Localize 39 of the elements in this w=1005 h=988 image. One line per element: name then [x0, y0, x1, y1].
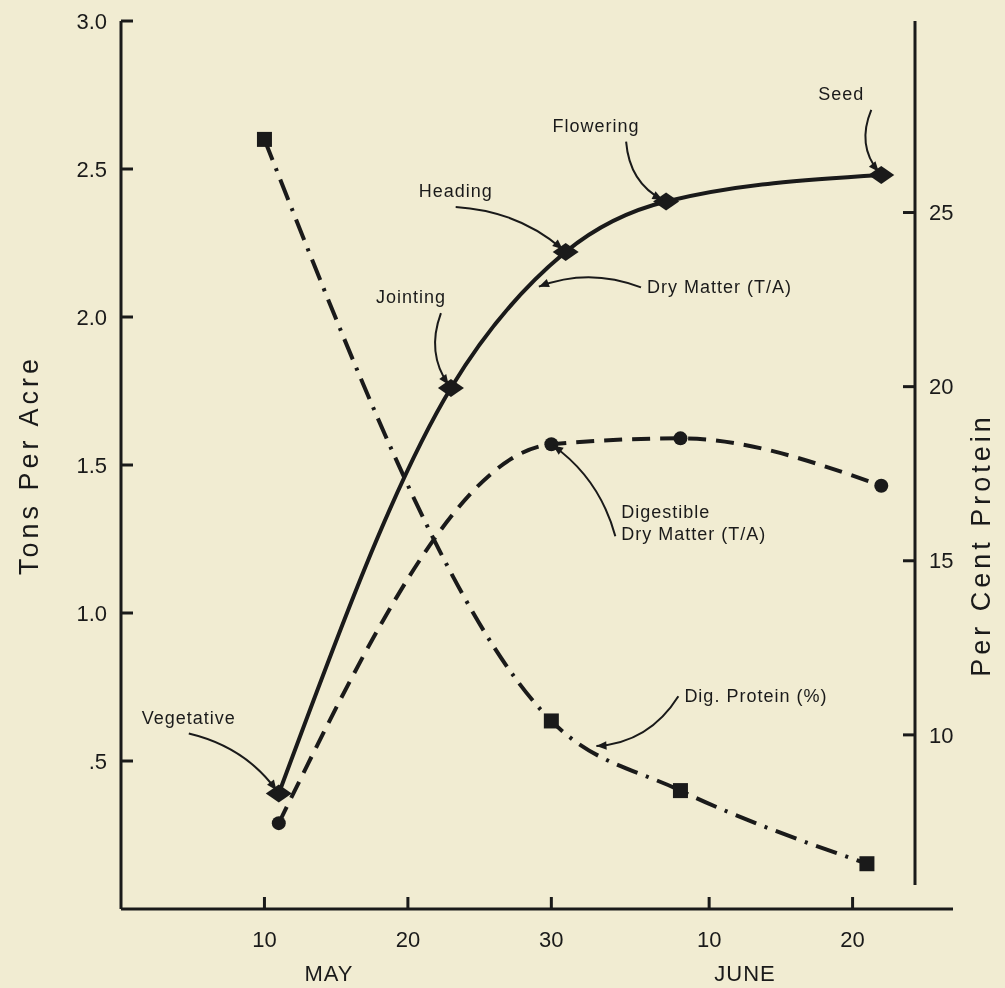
- y-tick-label: 2.0: [76, 304, 107, 330]
- point: [552, 242, 579, 261]
- point: [256, 131, 272, 147]
- y-axis-title: Tons Per Acre: [14, 354, 44, 576]
- y2-tick-label: 25: [929, 200, 954, 226]
- y2-axis-title: Per Cent Protein: [966, 413, 996, 677]
- annotation: Digestible Dry Matter (T/A): [621, 502, 767, 545]
- y2-tick-label: 20: [929, 374, 954, 400]
- y2-tick-label: 10: [929, 722, 954, 748]
- point: [672, 783, 688, 799]
- x-tick-label: 10: [696, 927, 722, 952]
- annotation: Vegetative: [141, 707, 236, 728]
- annotation: Seed: [818, 83, 865, 104]
- y-tick-label: 2.5: [76, 156, 107, 182]
- x-tick-label: 20: [395, 927, 421, 952]
- point: [874, 478, 889, 493]
- x-tick-label: 30: [539, 927, 564, 952]
- x-tick-label: 10: [252, 927, 277, 952]
- y-tick-label: 3.0: [76, 8, 107, 34]
- point: [543, 713, 559, 729]
- point: [271, 816, 286, 831]
- x-tick-label: 20: [840, 927, 865, 952]
- annotation: Heading: [418, 180, 493, 201]
- y-tick-label: 1.0: [76, 600, 107, 626]
- point: [673, 431, 688, 446]
- point: [868, 165, 895, 184]
- annotation: Dig. Protein (%): [684, 686, 828, 707]
- point: [437, 379, 464, 398]
- y-tick-label: .5: [88, 748, 107, 774]
- annotation: Dry Matter (T/A): [647, 277, 792, 298]
- y-tick-label: 1.5: [76, 452, 107, 478]
- point: [859, 856, 875, 872]
- text: JUNE: [714, 961, 776, 986]
- annotation: Flowering: [552, 115, 640, 136]
- point: [265, 784, 292, 803]
- y2-tick-label: 15: [929, 548, 954, 574]
- text: MAY: [304, 961, 354, 986]
- annotation: Jointing: [375, 287, 446, 308]
- point: [653, 192, 680, 211]
